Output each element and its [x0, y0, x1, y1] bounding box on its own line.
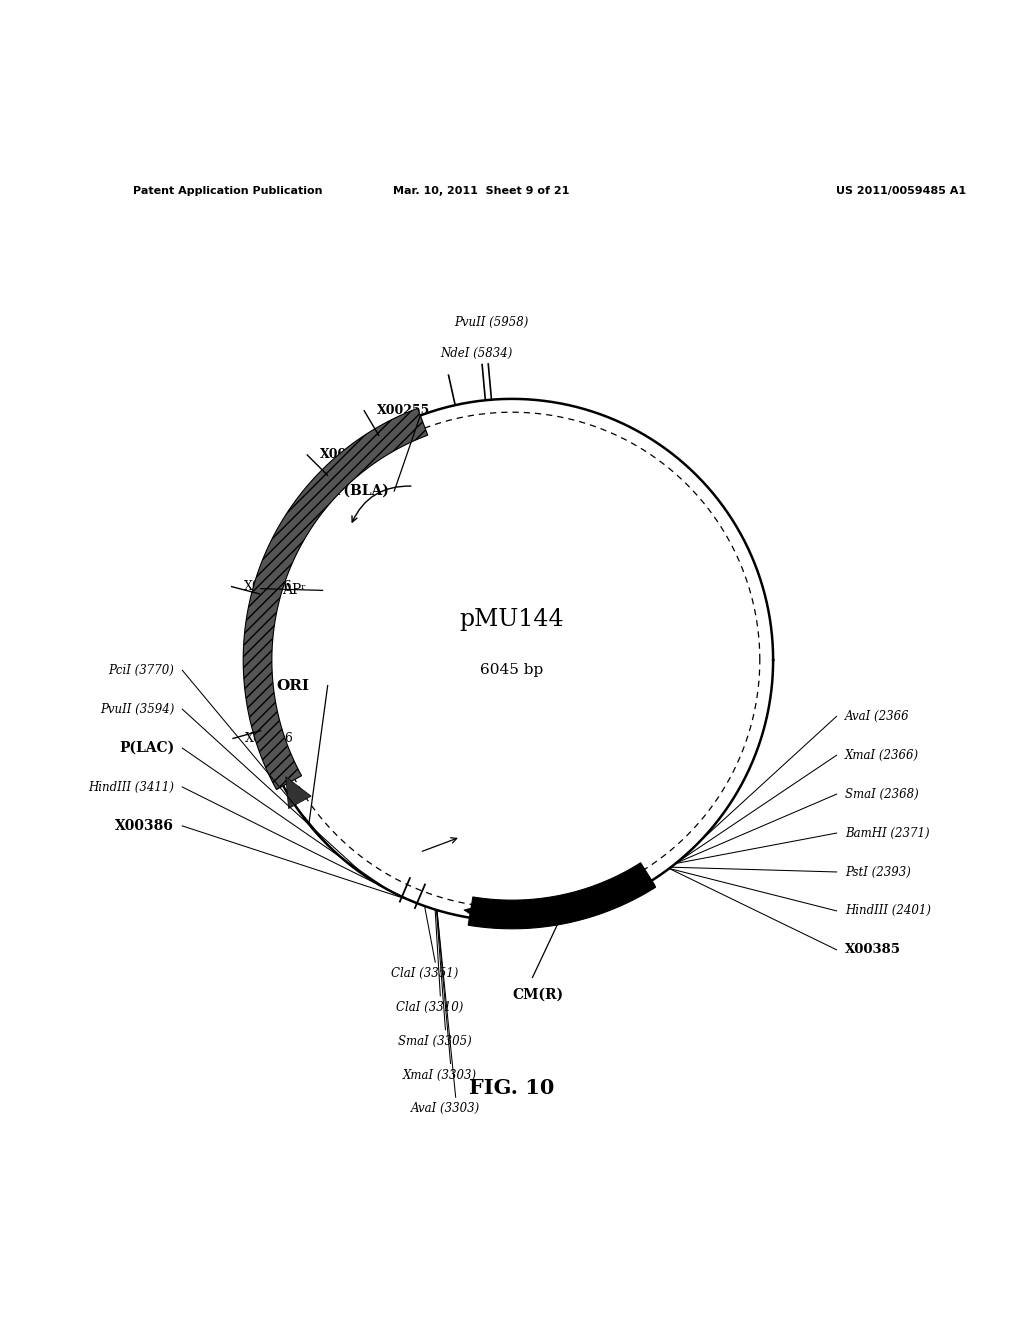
Text: Mar. 10, 2011  Sheet 9 of 21: Mar. 10, 2011 Sheet 9 of 21	[393, 186, 569, 195]
Text: P(BLA): P(BLA)	[333, 484, 389, 498]
Text: SmaI (3305): SmaI (3305)	[398, 1035, 472, 1048]
Text: PstI (2393): PstI (2393)	[845, 866, 910, 879]
Polygon shape	[468, 863, 655, 929]
Text: pMU144: pMU144	[460, 607, 564, 631]
Text: US 2011/0059485 A1: US 2011/0059485 A1	[836, 186, 967, 195]
Text: X00254: X00254	[319, 449, 373, 462]
Text: BamHI (2371): BamHI (2371)	[845, 826, 930, 840]
Text: AvaI (2366: AvaI (2366	[845, 710, 909, 723]
Text: FIG. 10: FIG. 10	[469, 1078, 555, 1098]
Text: PvuII (5958): PvuII (5958)	[455, 317, 528, 329]
Text: ClaI (3351): ClaI (3351)	[391, 968, 459, 981]
Text: PciI (3770): PciI (3770)	[109, 664, 174, 677]
Text: X00256: X00256	[244, 579, 293, 593]
Text: X00385: X00385	[845, 944, 901, 956]
Text: PvuII (3594): PvuII (3594)	[99, 702, 174, 715]
Text: XmaI (3303): XmaI (3303)	[403, 1069, 477, 1081]
Text: X00316: X00316	[246, 733, 294, 744]
Text: AvaI (3303): AvaI (3303)	[411, 1102, 480, 1115]
Text: X00386: X00386	[116, 818, 174, 833]
Text: 6045 bp: 6045 bp	[480, 663, 544, 677]
Text: P(LAC): P(LAC)	[119, 741, 174, 755]
Text: X00255: X00255	[377, 404, 430, 417]
Text: HindIII (3411): HindIII (3411)	[88, 780, 174, 793]
Text: APʳ: APʳ	[282, 583, 305, 598]
Text: HindIII (2401): HindIII (2401)	[845, 904, 931, 917]
Text: ORI: ORI	[276, 678, 309, 693]
Text: ClaI (3310): ClaI (3310)	[396, 1001, 464, 1014]
Text: XmaI (2366): XmaI (2366)	[845, 748, 919, 762]
Text: SmaI (2368): SmaI (2368)	[845, 788, 919, 801]
Text: NdeI (5834): NdeI (5834)	[440, 347, 512, 360]
Polygon shape	[464, 902, 495, 928]
Text: Patent Application Publication: Patent Application Publication	[133, 186, 323, 195]
Polygon shape	[286, 776, 311, 809]
Text: CM(R): CM(R)	[512, 987, 563, 1002]
Polygon shape	[244, 408, 428, 789]
